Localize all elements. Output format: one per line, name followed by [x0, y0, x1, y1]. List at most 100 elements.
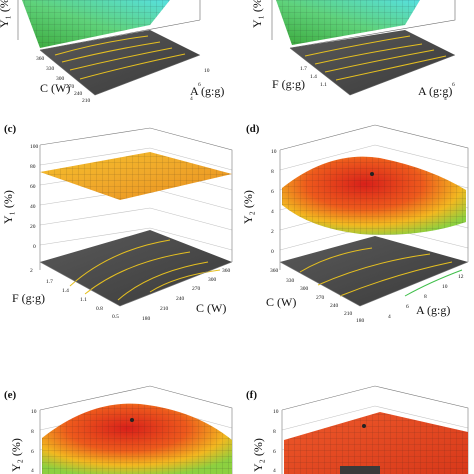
panel-d-contours-green — [404, 269, 463, 297]
panel-a: 360 330 300 270 240 210 4 6 10 Y₁ (%) C … — [0, 0, 224, 104]
z-tick: 100 — [30, 144, 39, 150]
x-tick: 240 — [74, 91, 83, 97]
z-tick: 8 — [273, 429, 276, 435]
x-tick: 1.1 — [320, 82, 327, 88]
x-tick: 330 — [286, 278, 295, 284]
z-tick: 4 — [271, 209, 274, 215]
x-tick: 360 — [270, 268, 279, 274]
panel-a-z-label: Y₁ (%) — [0, 0, 11, 28]
x-tick: 270 — [316, 295, 325, 301]
x-tick: 1.4 — [310, 74, 317, 80]
panel-e-z-ticks: 10 8 6 4 — [31, 409, 37, 474]
y-tick: 6 — [406, 304, 409, 310]
x-tick: 180 — [356, 318, 365, 324]
panel-e-optimum-point — [130, 418, 134, 422]
y-tick: 4 — [190, 96, 193, 102]
z-tick: 0 — [271, 249, 274, 255]
panel-b-z-label: Y₁ (%) — [250, 0, 264, 28]
panel-d-y-label: A (g:g) — [416, 303, 450, 317]
z-tick: 4 — [273, 468, 276, 474]
x-tick: 360 — [36, 56, 45, 62]
panel-d-label: (d) — [246, 123, 260, 135]
x-tick: 1.1 — [80, 297, 87, 303]
panel-f: (f) 10 8 6 4 Y₂ (%) — [246, 385, 469, 474]
panel-d-base-plane — [280, 236, 468, 306]
x-tick: 240 — [330, 303, 339, 309]
panel-c-base-plane — [40, 230, 232, 306]
z-tick: 80 — [30, 164, 36, 170]
panel-d-contours — [299, 247, 453, 297]
z-tick: 6 — [31, 449, 34, 455]
z-tick: 60 — [30, 184, 36, 190]
panel-c-contours — [69, 239, 221, 301]
panel-d-z-ticks: 10 8 6 4 2 0 — [271, 149, 277, 255]
panel-c-x-label: F (g:g) — [12, 291, 45, 305]
y-tick: 8 — [424, 294, 427, 300]
y-tick: 360 — [222, 268, 231, 274]
z-tick: 6 — [273, 449, 276, 455]
panel-b: 1.7 1.4 1.1 4 6 Y₁ (%) F (g:g) A (g:g) — [250, 0, 456, 102]
panel-f-z-label: Y₂ (%) — [251, 438, 265, 472]
y-tick: 6 — [452, 82, 455, 88]
panel-c-x-ticks: 2 1.7 1.4 1.1 0.8 0.5 — [30, 268, 119, 320]
y-tick: 6 — [198, 82, 201, 88]
y-tick: 4 — [388, 314, 391, 320]
y-tick: 210 — [160, 306, 169, 312]
panel-d-z-label: Y₂ (%) — [241, 190, 255, 224]
z-tick: 20 — [30, 224, 36, 230]
panel-d-optimum-point — [370, 172, 374, 176]
x-tick: 330 — [46, 66, 55, 72]
x-tick: 1.7 — [300, 66, 307, 72]
x-tick: 270 — [66, 84, 75, 90]
z-tick: 8 — [31, 429, 34, 435]
panel-a-x-ticks: 360 330 300 270 240 210 — [36, 56, 91, 104]
z-tick: 2 — [271, 229, 274, 235]
z-tick: 6 — [271, 189, 274, 195]
z-tick: 0 — [33, 244, 36, 250]
x-tick: 210 — [82, 98, 91, 104]
panel-b-base-plane — [290, 30, 455, 95]
x-tick: 210 — [344, 311, 353, 317]
panel-b-x-ticks: 1.7 1.4 1.1 — [300, 66, 327, 88]
y-tick: 10 — [204, 68, 210, 74]
z-tick: 4 — [31, 468, 34, 474]
panel-a-y-ticks: 4 6 10 — [190, 68, 210, 102]
panel-d-y-ticks: 4 6 8 10 12 — [388, 274, 464, 320]
panel-d: (d) 10 8 6 4 2 0 360 330 300 — [241, 123, 469, 324]
panel-a-contours — [54, 35, 186, 80]
panel-f-base-plane — [340, 466, 380, 474]
z-tick: 8 — [271, 169, 274, 175]
x-tick: 1.4 — [62, 288, 69, 294]
panel-f-label: (f) — [246, 389, 257, 401]
panel-b-contours — [304, 35, 447, 81]
panel-f-z-ticks: 10 8 6 4 — [273, 409, 279, 474]
panel-d-x-ticks: 360 330 300 270 240 210 180 — [270, 268, 365, 324]
panel-e-z-label: Y₂ (%) — [9, 438, 23, 472]
x-tick: 300 — [300, 286, 309, 292]
x-tick: 0.5 — [112, 314, 119, 320]
panel-c-y-ticks: 180 210 240 270 300 360 — [142, 268, 231, 322]
panel-a-y-label: A (g:g) — [190, 84, 224, 98]
y-tick: 270 — [192, 286, 201, 292]
panel-c-z-label: Y₁ (%) — [1, 190, 15, 224]
panel-c-z-ticks: 100 80 60 40 20 0 — [30, 144, 39, 250]
x-tick: 1.7 — [46, 279, 53, 285]
y-tick: 4 — [444, 96, 447, 102]
panel-c-label: (c) — [4, 123, 17, 135]
panel-c-y-label: C (W) — [196, 301, 226, 315]
z-tick: 10 — [31, 409, 37, 415]
z-tick: 10 — [273, 409, 279, 415]
y-tick: 10 — [442, 284, 448, 290]
x-tick: 2 — [30, 268, 33, 274]
panel-c: (c) 100 80 60 40 20 0 2 1.7 1.4 1.1 0 — [1, 123, 233, 322]
panel-b-y-ticks: 4 6 — [444, 82, 455, 102]
panel-b-y-label: A (g:g) — [418, 84, 452, 98]
panel-f-optimum-point — [362, 424, 366, 428]
panel-d-x-label: C (W) — [266, 295, 296, 309]
x-tick: 300 — [56, 76, 65, 82]
panel-e: (e) 10 8 6 4 Y₂ (%) — [4, 385, 233, 474]
z-tick: 10 — [271, 149, 277, 155]
panel-a-x-label: C (W) — [40, 81, 70, 95]
